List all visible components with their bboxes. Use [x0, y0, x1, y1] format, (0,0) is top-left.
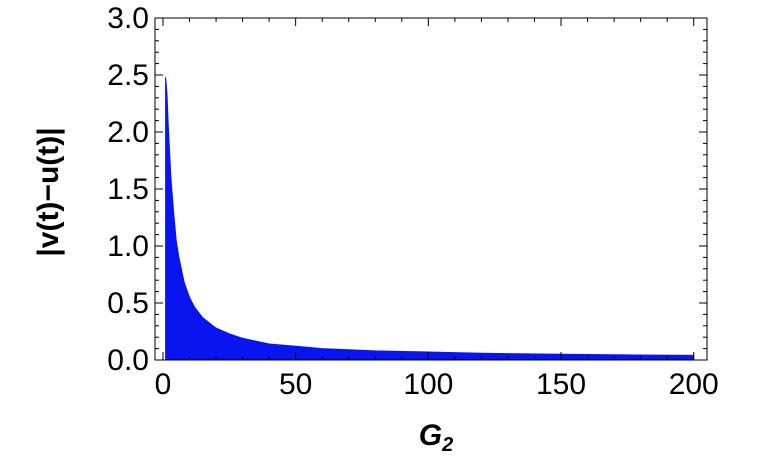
y-tick-label: 1.0 [107, 230, 149, 263]
axes-layer: 0 50 100 150 200 0.0 0.5 1.0 1.5 2.0 2.5 3.0 [107, 2, 718, 401]
y-axis-label: |v(t)−u(t)| [32, 127, 65, 256]
y-tick-label: 1.5 [107, 173, 149, 206]
y-tick-label: 0.5 [107, 287, 149, 320]
y-tick-label: 2.5 [107, 59, 149, 92]
plot-background [155, 18, 707, 360]
x-tick-label: 100 [403, 368, 453, 401]
x-axis-label-sub: 2 [441, 434, 453, 456]
x-tick-label: 50 [279, 368, 312, 401]
x-tick-label: 200 [669, 368, 719, 401]
y-tick-label: 0.0 [107, 344, 149, 377]
x-tick-label: 0 [155, 368, 172, 401]
x-axis-label: G2 [419, 419, 453, 456]
data-layer [165, 77, 695, 361]
y-tick-label: 2.0 [107, 116, 149, 149]
x-axis-label-main: G [419, 419, 442, 452]
x-tick-label: 150 [536, 368, 586, 401]
y-tick-label: 3.0 [107, 2, 149, 35]
data-area [165, 77, 695, 361]
